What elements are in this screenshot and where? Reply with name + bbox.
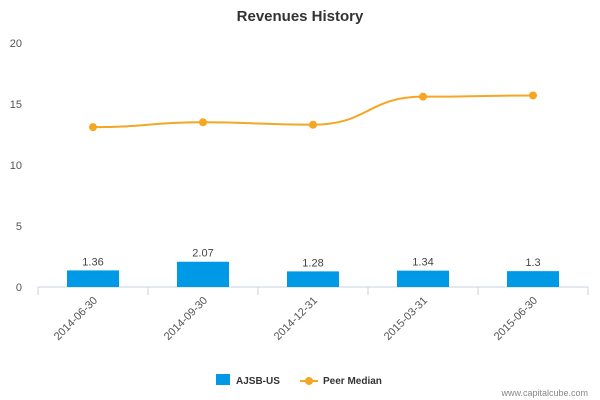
x-tick-label: 2014-12-31 [272,295,320,343]
legend: AJSB-US Peer Median [216,374,382,387]
x-tick-label: 2014-09-30 [162,295,210,343]
peer-median-marker [89,123,97,132]
x-axis: 2014-06-30 2014-09-30 2014-12-31 2015-03-31… [37,286,589,343]
legend-label-ajsb: AJSB-US [236,376,280,387]
bar [67,270,119,287]
line-series [89,91,537,132]
y-tick-label: 10 [10,160,22,172]
y-axis-ticks: 0 5 10 15 20 [10,38,22,294]
bar-data-label: 1.3 [525,257,540,269]
bar [177,261,229,287]
bar-data-labels: 1.36 2.07 1.28 1.34 1.3 [82,248,540,270]
y-tick-label: 0 [16,282,22,294]
bar-data-label: 1.34 [412,257,433,269]
chart-title: Revenues History [237,8,364,25]
bar-series [67,261,559,287]
bar [397,270,449,287]
x-tick-label: 2015-03-31 [382,295,430,343]
watermark: www.capitalcube.com [500,388,588,398]
y-tick-label: 5 [16,221,22,233]
legend-swatch-ajsb [216,374,230,385]
x-tick-label: 2014-06-30 [52,295,100,343]
bar-data-label: 1.28 [302,257,323,269]
legend-swatch-peer-marker [305,377,313,385]
bar [287,271,339,287]
legend-label-peer: Peer Median [323,376,382,387]
y-tick-label: 15 [10,99,22,111]
peer-median-marker [419,92,427,101]
bar [507,271,559,287]
peer-median-marker [309,120,317,129]
y-tick-label: 20 [10,38,22,50]
peer-median-marker [529,91,537,100]
x-tick-label: 2015-06-30 [492,295,540,343]
peer-median-marker [199,118,207,127]
bar-data-label: 1.36 [82,256,103,268]
bar-data-label: 2.07 [192,248,213,260]
